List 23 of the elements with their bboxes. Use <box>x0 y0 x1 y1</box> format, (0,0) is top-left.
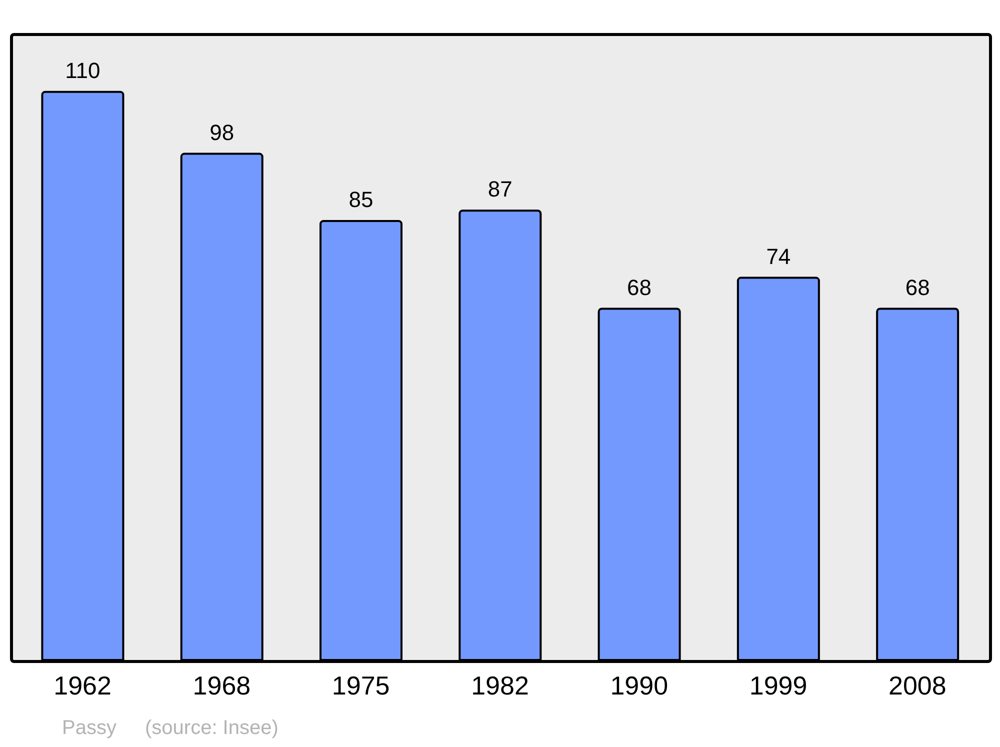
bar <box>41 90 124 660</box>
data-label: 87 <box>488 176 512 202</box>
text: (source: Insee) <box>145 717 278 740</box>
x-tick-label: 1999 <box>749 670 808 700</box>
bar <box>320 220 403 660</box>
x-tick-label: 1968 <box>192 670 251 700</box>
data-label: 68 <box>627 274 652 300</box>
data-label: 68 <box>905 274 930 300</box>
bar <box>180 152 264 660</box>
x-tick-label: 1975 <box>332 670 390 700</box>
data-label: 85 <box>348 186 374 212</box>
x-tick-label: 2008 <box>888 670 946 700</box>
bar <box>458 210 542 660</box>
bar <box>876 308 960 660</box>
x-tick-label: 1990 <box>610 670 668 700</box>
data-label: 98 <box>210 120 234 145</box>
text: Passy <box>62 717 116 740</box>
data-label: 74 <box>766 244 791 269</box>
data-label: 110 <box>65 58 100 83</box>
x-tick-label: 1982 <box>471 670 529 700</box>
x-tick-label: 1962 <box>54 670 112 700</box>
bar <box>736 276 820 660</box>
bar <box>598 308 681 660</box>
